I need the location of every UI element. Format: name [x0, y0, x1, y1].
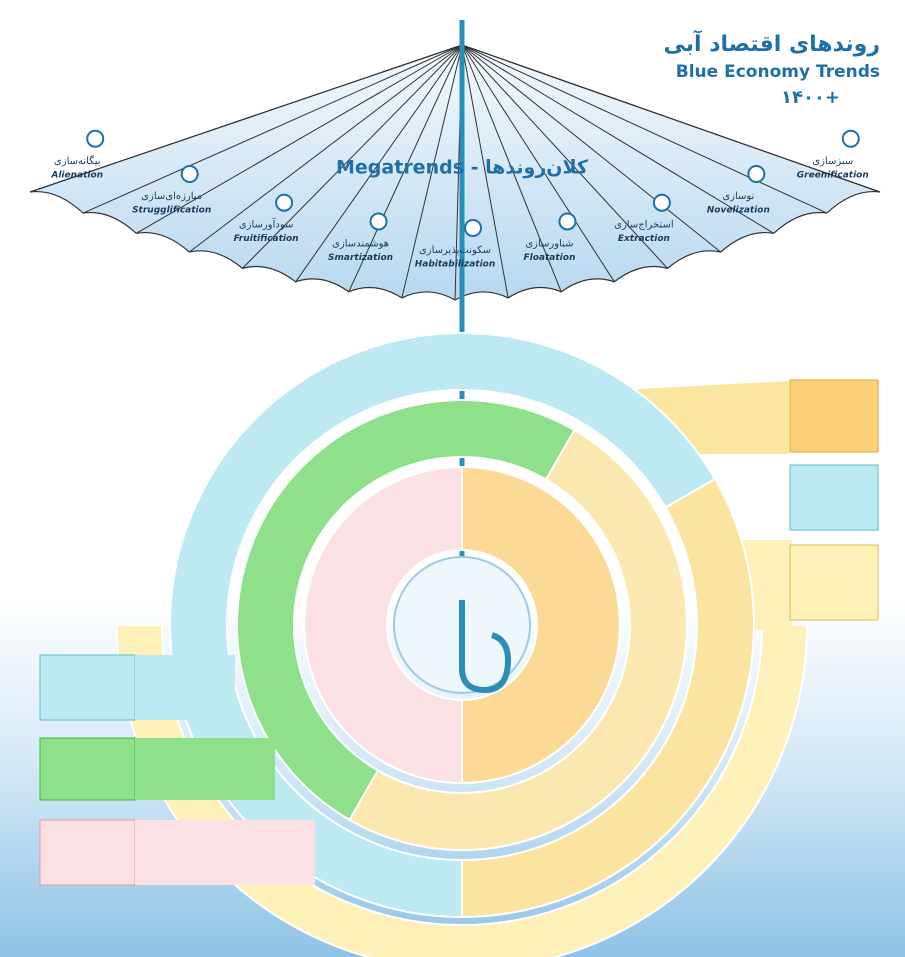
megatrend-fa: استخراج‌سازی: [614, 220, 673, 231]
tab-orange: [790, 380, 878, 452]
arm-pink: [135, 820, 315, 885]
poster: روندهای اقتصاد آبی Blue Economy Trends ۱…: [0, 0, 905, 957]
tab-green: [40, 738, 135, 800]
megatrend-en: Habitabilization: [415, 260, 496, 270]
megatrend-icon: [465, 220, 481, 236]
tab-cyan: [40, 655, 135, 720]
megatrend-en: Smartization: [328, 253, 393, 263]
tab-yellow: [790, 545, 878, 620]
megatrend-en: Extraction: [618, 234, 670, 244]
megatrend-en: Alienation: [50, 170, 103, 180]
megatrend-en: Novelization: [707, 206, 770, 216]
year: ۱۴۰۰+: [781, 87, 840, 108]
megatrend-en: Greenification: [797, 170, 869, 180]
megatrend-fa: نوسازی: [722, 191, 754, 202]
tab-pink: [40, 820, 135, 885]
megatrend-icon: [748, 166, 764, 182]
megatrend-en: Floatation: [524, 253, 576, 263]
subtitle: Blue Economy Trends: [676, 62, 880, 82]
megatrend-en: Fruitification: [234, 234, 299, 244]
megatrend-icon: [87, 131, 103, 147]
megatrend-icon: [182, 166, 198, 182]
megatrend-fa: هوشمندسازی: [332, 238, 389, 249]
megatrend-en: Strugglification: [132, 206, 211, 216]
tab-cyan-right: [790, 465, 878, 530]
title: روندهای اقتصاد آبی: [663, 29, 880, 57]
megatrend-icon: [276, 195, 292, 211]
megatrend-fa: شناورسازی: [525, 238, 573, 249]
megatrend-fa: سبزسازی: [812, 156, 853, 167]
megatrend-fa: سکونت‌پذیرسازی: [419, 245, 491, 256]
megatrend-fa: بیگانه‌سازی: [54, 155, 101, 167]
megatrend-icon: [371, 213, 387, 229]
megatrend-fa: مبارزه‌ای‌سازی: [141, 191, 202, 202]
megatrend-icon: [843, 131, 859, 147]
arm-green: [135, 738, 275, 800]
megatrends-title: Megatrends - کلان‌روندها: [336, 157, 589, 179]
arm-cyan: [135, 655, 235, 720]
megatrend-icon: [559, 213, 575, 229]
megatrend-icon: [654, 195, 670, 211]
megatrend-fa: سودآورسازی: [239, 218, 294, 231]
